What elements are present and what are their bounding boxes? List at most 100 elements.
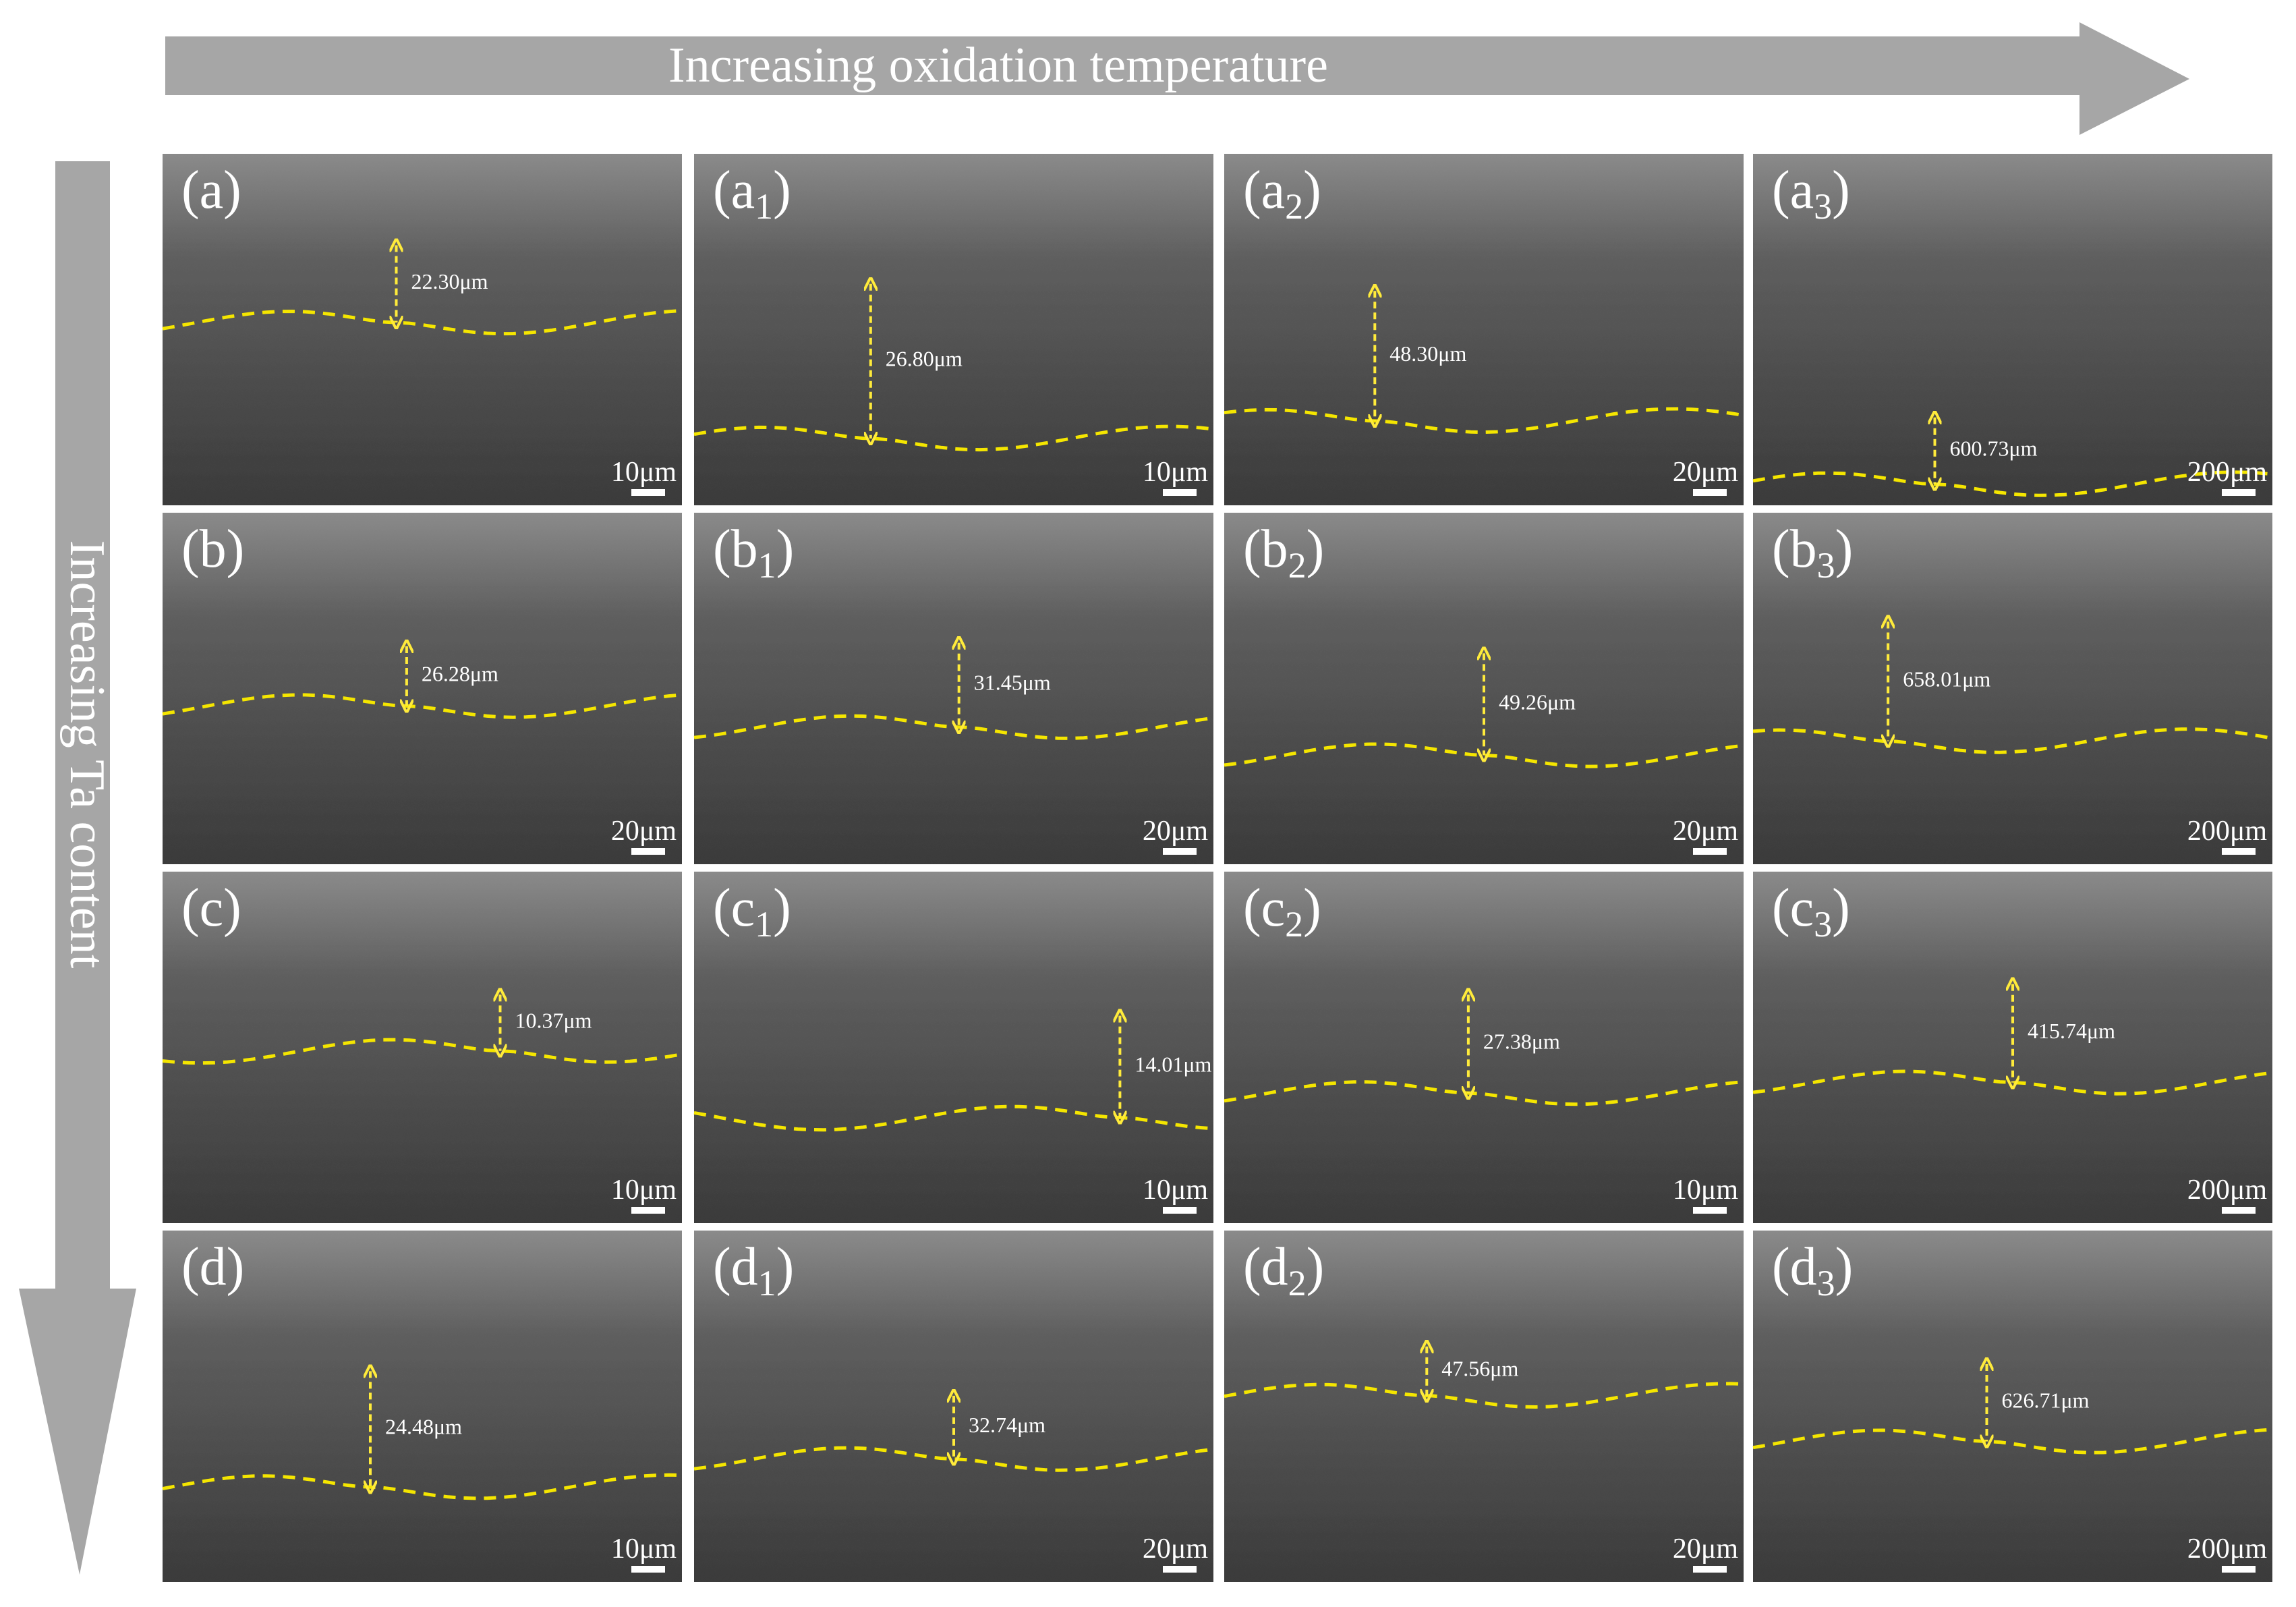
- panel-label: (a): [181, 161, 241, 220]
- thickness-label: 24.48μm: [385, 1415, 462, 1439]
- sem-panel: 658.01μm (b3) 200μm: [1752, 513, 2273, 864]
- panel-label-close: ): [1835, 519, 1854, 579]
- panel-label-letter: (b: [1772, 519, 1817, 579]
- thickness-label: 26.28μm: [422, 662, 498, 686]
- sem-image: [1224, 1231, 1744, 1582]
- interface-line: [1752, 470, 2273, 497]
- panel-label-close: ): [1303, 161, 1321, 220]
- scale-label: 10μm: [1673, 1175, 1739, 1206]
- thickness-label: 26.80μm: [886, 347, 963, 371]
- thickness-label: 14.01μm: [1135, 1052, 1211, 1076]
- scale-bar: [2222, 1207, 2256, 1214]
- panel-label-close: ): [1832, 161, 1850, 220]
- thickness-label: 415.74μm: [2028, 1019, 2115, 1043]
- sem-panel: 27.38μm (c2) 10μm: [1224, 872, 1744, 1223]
- interface-line: [1224, 1080, 1744, 1106]
- panel-label-letter: (a: [1243, 161, 1285, 220]
- scale-label: 200μm: [2187, 1533, 2268, 1564]
- sem-panel: 49.26μm (b2) 20μm: [1224, 513, 1744, 864]
- sem-panel: 32.74μm (d1) 20μm: [693, 1231, 1214, 1582]
- panel-label: (c3): [1772, 878, 1850, 945]
- thickness-label: 31.45μm: [974, 671, 1051, 695]
- scale-bar: [1163, 1566, 1197, 1573]
- panel-label-close: ): [776, 1237, 795, 1297]
- panel-label-subscript: 1: [758, 1263, 776, 1303]
- scale-bar: [2222, 489, 2256, 496]
- thickness-label: 600.73μm: [1950, 436, 2038, 461]
- sem-image: [1224, 872, 1744, 1223]
- interface-line: [1752, 1428, 2273, 1455]
- panel-label-letter: (b: [1243, 519, 1288, 579]
- sem-image: [1753, 1231, 2272, 1582]
- panel-label: (c2): [1243, 878, 1321, 945]
- sem-panel: 10.37μm (c) 10μm: [162, 872, 683, 1223]
- sem-panel: 22.30μm (a) 10μm: [162, 154, 683, 505]
- interface-line: [1752, 1069, 2273, 1096]
- scale-bar: [1163, 1207, 1197, 1214]
- panel-label-subscript: 3: [1814, 186, 1832, 227]
- panel-label: (d): [181, 1237, 244, 1297]
- scale-label: 10μm: [1143, 457, 1209, 488]
- scale-label: 20μm: [1673, 816, 1739, 847]
- panel-label-close: ): [1307, 1237, 1325, 1297]
- panel-label-subscript: 2: [1288, 545, 1307, 586]
- sem-panel: 31.45μm (b1) 20μm: [693, 513, 1214, 864]
- interface-line: [693, 1104, 1214, 1132]
- panel-label: (b2): [1243, 519, 1324, 586]
- left-arrow: Increasing Ta content: [19, 161, 136, 1575]
- sem-panel: 26.80μm (a1) 10μm: [693, 154, 1214, 505]
- scale-label: 10μm: [1143, 1175, 1209, 1206]
- scale-bar: [2222, 1566, 2256, 1573]
- scale-bar: [1693, 1207, 1727, 1214]
- thickness-label: 22.30μm: [411, 269, 488, 293]
- scale-label: 200μm: [2187, 1175, 2268, 1206]
- thickness-label: 32.74μm: [969, 1413, 1045, 1437]
- panel-label: (a2): [1243, 161, 1321, 227]
- panel-label-letter: (d: [1243, 1237, 1288, 1297]
- panel-label-subscript: 2: [1285, 904, 1303, 945]
- panel-label-letter: (c: [713, 878, 755, 938]
- sem-panel: 26.28μm (b) 20μm: [162, 513, 683, 864]
- interface-line: [1224, 407, 1744, 434]
- sem-image: [694, 154, 1213, 505]
- panel-label-letter: (d: [713, 1237, 758, 1297]
- panel-label-close: ): [1307, 519, 1325, 579]
- sem-image: [163, 872, 682, 1223]
- panel-label-subscript: 3: [1814, 904, 1832, 945]
- interface-line: [162, 1038, 683, 1065]
- panel-label-close: ): [1303, 878, 1321, 938]
- sem-panel: 14.01μm (c1) 10μm: [693, 872, 1214, 1223]
- panel-label-letter: (a: [1772, 161, 1814, 220]
- panel-label-close: ): [1832, 878, 1850, 938]
- panel-label: (a3): [1772, 161, 1850, 227]
- panel-label-close: ): [773, 161, 791, 220]
- panel-label-letter: (c: [1243, 878, 1285, 938]
- panel-label-close: ): [773, 878, 791, 938]
- scale-label: 10μm: [611, 1533, 677, 1564]
- sem-panel: 600.73μm (a3) 200μm: [1752, 154, 2273, 505]
- sem-panel: 48.30μm (a2) 20μm: [1224, 154, 1744, 505]
- scale-label: 10μm: [611, 1175, 677, 1206]
- scale-label: 20μm: [1143, 816, 1209, 847]
- top-arrow: Increasing oxidation temperature: [165, 22, 2189, 135]
- interface-line: [1224, 742, 1744, 768]
- sem-image: [1753, 513, 2272, 864]
- scale-bar: [1163, 489, 1197, 496]
- scale-bar: [1163, 848, 1197, 855]
- interface-line: [162, 693, 683, 719]
- interface-line: [1752, 727, 2273, 754]
- panel-label-subscript: 1: [755, 186, 773, 227]
- sem-panel: 24.48μm (d) 10μm: [162, 1231, 683, 1582]
- panel-label-close: ): [776, 519, 795, 579]
- scale-label: 200μm: [2187, 457, 2268, 488]
- panel-label-letter: (b: [713, 519, 758, 579]
- panel-grid: 22.30μm (a) 10μm 26.80μm (a 1) 10μm 48.30μm(a2)…: [162, 154, 2273, 1582]
- scale-bar: [631, 489, 665, 496]
- scale-bar: [1693, 848, 1727, 855]
- scale-label: 200μm: [2187, 816, 2268, 847]
- panel-label: (b3): [1772, 519, 1853, 586]
- scale-label: 20μm: [611, 816, 677, 847]
- left-arrow-label: Increasing Ta content: [59, 540, 115, 969]
- scale-bar: [631, 848, 665, 855]
- sem-image: [163, 154, 682, 505]
